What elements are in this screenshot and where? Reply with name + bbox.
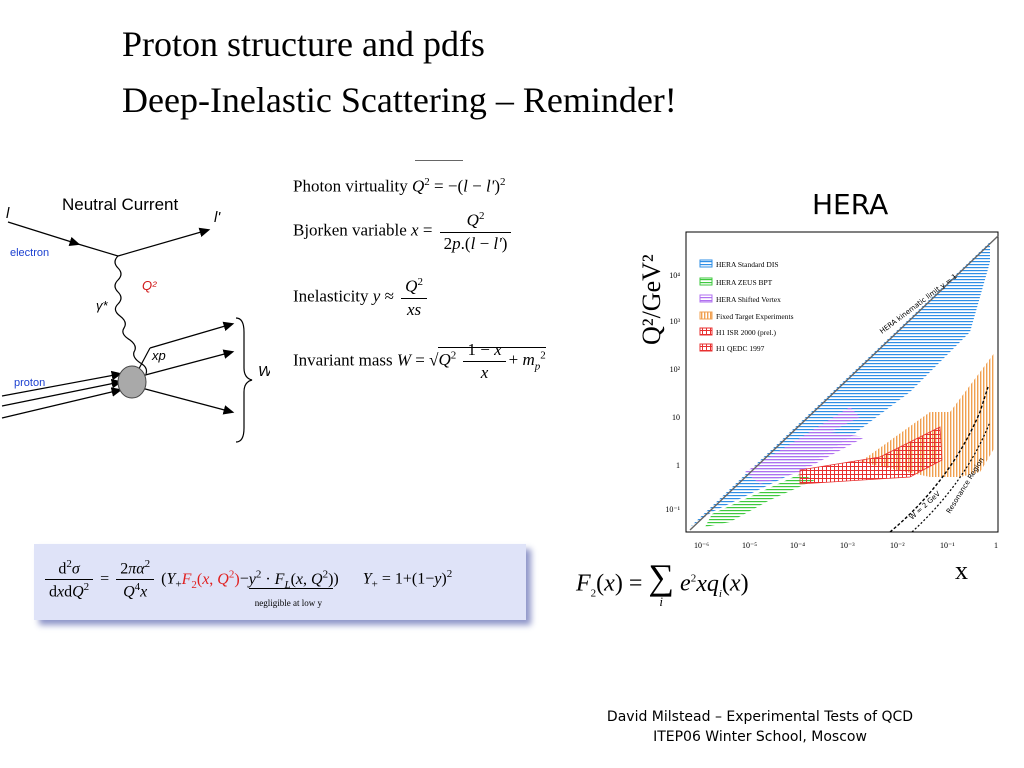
standard-dis-region: [690, 242, 990, 527]
hadronic-brace: [235, 317, 253, 443]
y-tick-labels: 10⁻¹ 1 10 10² 10³ 10⁴: [665, 271, 680, 514]
proton-label: proton: [14, 377, 45, 389]
y-axis-label: Q²/GeV²: [637, 254, 666, 345]
remnant-line-2: [133, 385, 235, 415]
f2-formula: F2(x) = ∑ i e2xqi(x): [576, 557, 749, 609]
inelasticity-eq: Inelasticity y ≈ Q2 xs: [293, 276, 430, 320]
x-axis-label: x: [955, 556, 968, 585]
legend-h1-qedc: H1 QEDC 1997: [716, 344, 765, 353]
proton-line-2: [1, 378, 123, 407]
slide-title: Proton structure and pdfs Deep-Inelastic…: [122, 16, 677, 128]
legend-swatch-fixed-target: [699, 311, 713, 320]
bjorken-label: Bjorken variable: [293, 220, 407, 240]
y-tick: 10⁴: [669, 271, 680, 280]
y-tick: 10⁻¹: [665, 505, 680, 514]
title-line-2: Deep-Inelastic Scattering – Reminder!: [122, 80, 677, 120]
footer: David Milstead – Experimental Tests of Q…: [540, 707, 980, 747]
outgoing-electron-line: [117, 227, 211, 257]
proton-line-3: [1, 387, 123, 419]
remnant-line-1: [133, 349, 235, 379]
plot-legend: HERA Standard DIS HERA ZEUS BPT HERA Shi…: [699, 259, 794, 353]
y-tick: 1: [676, 461, 680, 470]
photon-label: γ*: [96, 298, 109, 313]
q2-label: Q²: [142, 278, 157, 293]
inelasticity-label: Inelasticity: [293, 286, 369, 306]
incoming-electron-line-end: [77, 243, 119, 257]
legend-swatch-h1-qedc: [699, 343, 713, 352]
x-tick: 10⁻⁴: [790, 541, 805, 550]
legend-swatch-standard-dis: [699, 259, 713, 268]
incoming-lepton-label: l: [6, 205, 10, 222]
proton-blob: [117, 365, 147, 399]
photon-propagator: [114, 255, 148, 375]
bjorken-eq: Bjorken variable x = Q2 2p.(l − l'): [293, 210, 514, 254]
x-tick: 10⁻⁶: [694, 541, 709, 550]
legend-h1-isr: H1 ISR 2000 (prel.): [716, 328, 776, 337]
y-tick: 10²: [670, 365, 681, 374]
w-threshold-line: [889, 386, 989, 533]
x-tick: 1: [994, 541, 998, 550]
overline-rule: [415, 160, 463, 161]
fixed-target-region: [860, 352, 995, 477]
cross-section-box: d2σ dxdQ2 = 2πα2 Q4x (Y+F2(x, Q2)−y2 · FL(…: [34, 544, 526, 620]
w-threshold-label: W = 2 GeV: [908, 490, 942, 522]
legend-fixed-target: Fixed Target Experiments: [716, 312, 794, 321]
footer-line-1: David Milstead – Experimental Tests of Q…: [606, 709, 914, 725]
y-tick: 10: [672, 413, 680, 422]
legend-swatch-shifted-vertex: [699, 294, 713, 303]
negligible-note: negligible at low y: [254, 598, 322, 609]
photon-virtuality-eq: Photon virtuality Q2 = −(l − l')2: [293, 176, 506, 196]
neutral-current-heading: Neutral Current: [62, 195, 178, 214]
proton-line-1: [1, 370, 123, 397]
cross-section-formula: d2σ dxdQ2 = 2πα2 Q4x (Y+F2(x, Q2)−y2 · FL(…: [42, 558, 452, 608]
kinematic-limit-line: [689, 235, 999, 531]
resonance-line: [911, 421, 991, 533]
electron-label: electron: [10, 247, 49, 259]
incoming-electron-line: [7, 221, 81, 247]
zeus-bpt-region: [705, 474, 815, 527]
x-tick-labels: 10⁻⁶ 10⁻⁵ 10⁻⁴ 10⁻³ 10⁻² 10⁻¹ 1: [694, 541, 998, 550]
feynman-diagram: Neutral Current l l' electron proton γ* …: [1, 195, 270, 443]
outgoing-lepton-label: l': [214, 209, 221, 226]
x-tick: 10⁻²: [890, 541, 905, 550]
hera-label: HERA: [812, 188, 889, 221]
photon-virtuality-label: Photon virtuality: [293, 176, 408, 196]
invariant-mass-label: Invariant mass: [293, 350, 393, 370]
footer-line-2: ITEP06 Winter School, Moscow: [653, 729, 867, 745]
legend-swatch-zeus-bpt: [699, 277, 713, 286]
legend-swatch-h1-isr: [699, 327, 713, 336]
legend-zeus-bpt: HERA ZEUS BPT: [716, 278, 773, 287]
xp-label: xp: [151, 348, 166, 363]
x-tick: 10⁻⁵: [742, 541, 757, 550]
invariant-mass-eq: Invariant mass W = √Q2 1 − x x + mp2: [293, 340, 546, 382]
title-line-1: Proton structure and pdfs: [122, 24, 485, 64]
shifted-vertex-region: [745, 407, 865, 484]
w-label: W: [258, 363, 270, 380]
x-tick: 10⁻³: [840, 541, 855, 550]
isr-region: [799, 426, 943, 485]
hera-kinematic-plot: HERA kinematic limit y = 1 W = 2 GeV Res…: [665, 231, 999, 550]
y-tick: 10³: [670, 317, 681, 326]
legend-shifted-vertex: HERA Shifted Vertex: [716, 295, 781, 304]
svg-text:Q²/GeV²: Q²/GeV²: [637, 254, 666, 345]
plot-frame: [685, 231, 999, 533]
scattered-quark-line: [149, 321, 235, 349]
x-tick: 10⁻¹: [940, 541, 955, 550]
legend-standard-dis: HERA Standard DIS: [716, 260, 779, 269]
